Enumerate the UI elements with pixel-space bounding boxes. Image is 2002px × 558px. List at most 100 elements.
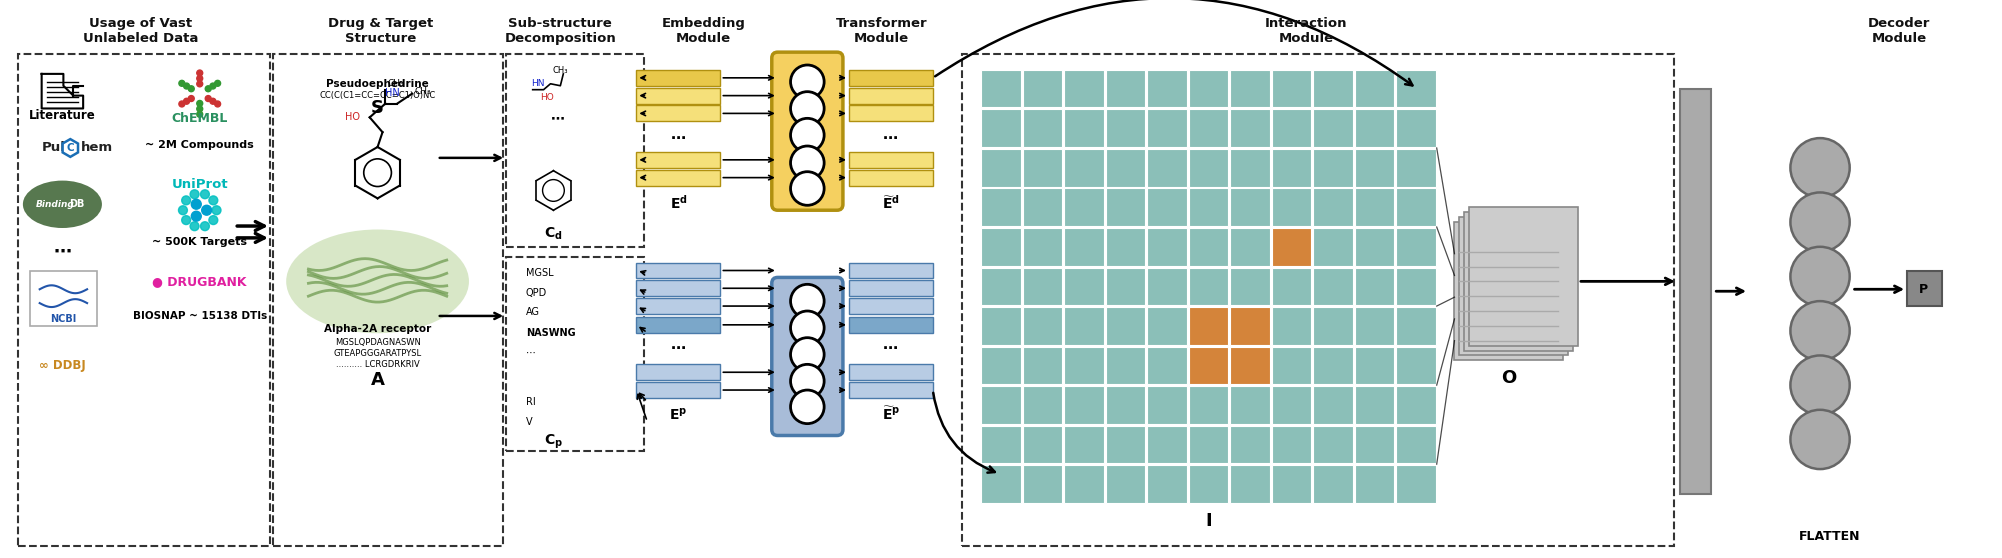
Bar — [1271, 465, 1311, 503]
Bar — [1355, 386, 1393, 424]
Bar — [849, 317, 933, 333]
Circle shape — [1790, 247, 1850, 306]
Bar — [981, 149, 1021, 186]
Text: HO: HO — [541, 93, 555, 102]
Text: ⋯: ⋯ — [527, 348, 535, 358]
Text: GTEAPGGGARATPYSL: GTEAPGGGARATPYSL — [334, 349, 422, 358]
Bar — [1395, 386, 1435, 424]
Bar — [637, 298, 721, 314]
Text: S: S — [370, 99, 384, 118]
Bar — [1271, 347, 1311, 384]
Circle shape — [214, 80, 220, 86]
Circle shape — [791, 390, 825, 424]
Circle shape — [791, 285, 825, 318]
Circle shape — [178, 206, 188, 215]
Bar — [1271, 307, 1311, 345]
Bar — [1065, 189, 1103, 226]
FancyBboxPatch shape — [773, 277, 843, 435]
Bar — [1147, 149, 1187, 186]
Circle shape — [791, 146, 825, 180]
Bar — [1147, 267, 1187, 305]
Circle shape — [1790, 355, 1850, 415]
Bar — [1023, 307, 1063, 345]
Circle shape — [178, 101, 184, 107]
FancyBboxPatch shape — [773, 52, 843, 210]
Text: UniProt: UniProt — [172, 178, 228, 191]
Bar — [1229, 465, 1269, 503]
Bar — [1395, 465, 1435, 503]
Bar — [1313, 347, 1353, 384]
Bar — [981, 189, 1021, 226]
Circle shape — [196, 75, 202, 81]
Bar — [1313, 189, 1353, 226]
Circle shape — [182, 196, 190, 205]
Bar — [1271, 70, 1311, 108]
Bar — [637, 317, 721, 333]
Bar — [1147, 386, 1187, 424]
Bar — [1147, 228, 1187, 266]
Bar — [1271, 386, 1311, 424]
Bar — [637, 105, 721, 121]
Bar — [1147, 465, 1187, 503]
Text: $\mathbf{I}$: $\mathbf{I}$ — [1205, 512, 1211, 531]
Text: ⋯: ⋯ — [551, 112, 565, 126]
Bar — [1147, 109, 1187, 147]
Bar — [1908, 272, 1942, 306]
Bar — [1023, 426, 1063, 463]
Bar — [1189, 189, 1229, 226]
Circle shape — [188, 95, 194, 102]
Text: ∞ DDBJ: ∞ DDBJ — [38, 359, 86, 372]
Bar — [1023, 386, 1063, 424]
Bar — [1229, 347, 1269, 384]
Text: ● DRUGBANK: ● DRUGBANK — [152, 275, 246, 288]
Text: ⋯: ⋯ — [883, 131, 899, 146]
Bar — [1023, 109, 1063, 147]
Bar — [1313, 267, 1353, 305]
Bar — [1189, 347, 1229, 384]
Circle shape — [791, 338, 825, 371]
Bar — [507, 257, 645, 451]
Text: NCBI: NCBI — [50, 314, 76, 324]
Bar — [1065, 267, 1103, 305]
Bar — [1355, 465, 1393, 503]
Circle shape — [184, 98, 190, 104]
Circle shape — [178, 80, 184, 86]
Bar — [981, 307, 1021, 345]
Bar — [1065, 228, 1103, 266]
Text: MGSLQPDAGNASWN: MGSLQPDAGNASWN — [334, 338, 420, 347]
Bar — [849, 298, 933, 314]
Text: CH₃: CH₃ — [388, 79, 404, 88]
Text: Embedding
Module: Embedding Module — [663, 17, 745, 45]
Circle shape — [190, 190, 198, 199]
Bar — [1680, 89, 1712, 494]
Bar — [1189, 109, 1229, 147]
Bar — [1229, 426, 1269, 463]
Text: Transformer
Module: Transformer Module — [835, 17, 927, 45]
Text: AG: AG — [527, 307, 541, 317]
Bar — [1355, 307, 1393, 345]
Bar — [637, 280, 721, 296]
Text: hem: hem — [82, 142, 114, 155]
Circle shape — [206, 86, 210, 92]
Bar — [1023, 347, 1063, 384]
Bar — [1459, 217, 1568, 355]
Bar — [1065, 426, 1103, 463]
Bar — [1023, 70, 1063, 108]
Circle shape — [184, 83, 190, 89]
Text: Pseudoephedrine: Pseudoephedrine — [326, 79, 428, 89]
Bar — [1395, 109, 1435, 147]
Text: Alpha-2A receptor: Alpha-2A receptor — [324, 324, 430, 334]
Circle shape — [196, 106, 202, 112]
Bar — [1271, 149, 1311, 186]
Text: CH₃: CH₃ — [414, 87, 430, 96]
Circle shape — [214, 101, 220, 107]
Text: $\mathbf{C_d}$: $\mathbf{C_d}$ — [545, 226, 563, 242]
Bar — [1189, 228, 1229, 266]
Bar — [1105, 228, 1145, 266]
Bar — [1313, 426, 1353, 463]
Text: C: C — [66, 143, 74, 153]
Bar — [507, 54, 645, 247]
Bar — [849, 88, 933, 104]
Circle shape — [1790, 301, 1850, 360]
Circle shape — [196, 81, 202, 87]
